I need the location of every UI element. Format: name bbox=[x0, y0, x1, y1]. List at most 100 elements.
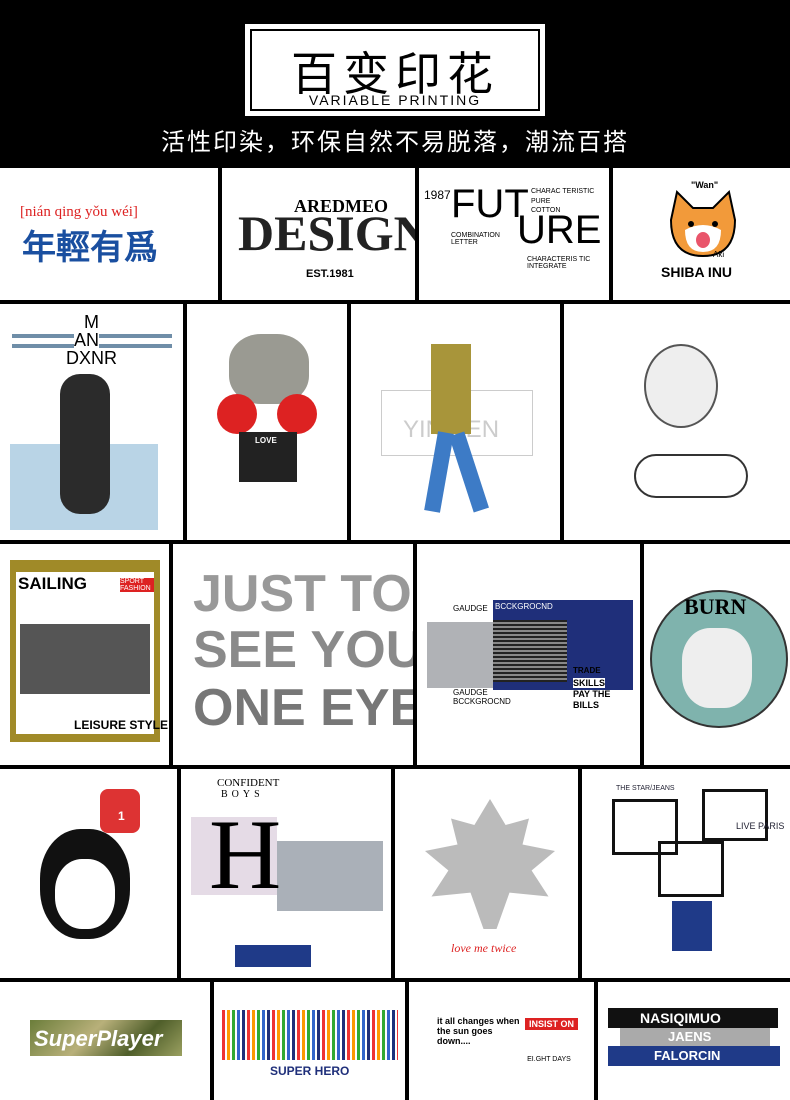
tile-text: love me twice bbox=[451, 941, 517, 955]
frame bbox=[702, 789, 768, 841]
tile-text: [nián qing yǒu wéi] bbox=[20, 204, 138, 220]
stripe bbox=[620, 1028, 770, 1046]
stripe bbox=[608, 1046, 780, 1066]
tile-text: SKILLS bbox=[573, 678, 606, 688]
tile: M AN DXNR bbox=[0, 304, 183, 540]
tile-text: CHARAC TERISTIC bbox=[531, 188, 595, 195]
tile-text: BCCKGROCND bbox=[495, 602, 553, 611]
tile-text: AREDMEO bbox=[294, 196, 388, 216]
tile-text: JAENS bbox=[668, 1029, 712, 1044]
tile: "Wan" Aki SHIBA INU bbox=[613, 168, 790, 300]
tile-text: BCCKGROCND bbox=[453, 697, 511, 706]
camo bbox=[30, 1020, 182, 1056]
frame bbox=[658, 841, 724, 897]
tile: 1987 FUT URE CHARAC TERISTIC PURE COTTON… bbox=[419, 168, 609, 300]
tiger bbox=[682, 628, 752, 708]
tile-text: H bbox=[209, 799, 282, 910]
tile-text: EI.GHT DAYS bbox=[527, 1056, 571, 1063]
tile-text: M bbox=[84, 312, 99, 332]
frame bbox=[612, 799, 678, 855]
tile: JUST TO SEE YOU ONE EYE bbox=[173, 544, 413, 765]
panda-belly bbox=[55, 859, 115, 929]
shiba-face bbox=[669, 190, 737, 258]
jacket bbox=[431, 344, 471, 434]
title: 百变印花 bbox=[291, 48, 499, 100]
tile-text: it all changes when the sun goes down...… bbox=[437, 1016, 520, 1046]
tile-text: BILLS bbox=[573, 700, 599, 710]
tile: BURN bbox=[644, 544, 790, 765]
tile-text: SPORT FASHION bbox=[120, 578, 154, 592]
tile-text: URE bbox=[517, 208, 602, 252]
tile: GAUDGE BCCKGROCND TRADE SKILLS PAY THE B… bbox=[417, 544, 640, 765]
tile-text: NASIQIMUO bbox=[640, 1010, 721, 1026]
tile-text: EST.1981 bbox=[306, 268, 354, 280]
barcode bbox=[222, 1010, 398, 1060]
tile-text: FUT bbox=[451, 182, 529, 226]
tile-text: DXNR bbox=[66, 348, 118, 368]
block bbox=[191, 817, 277, 895]
block bbox=[277, 841, 383, 911]
tile: THE STAR/JEANS LIVE PARIS bbox=[582, 769, 790, 978]
tile-text: Aki bbox=[713, 250, 725, 259]
tile-text: TRADE bbox=[573, 666, 601, 675]
tile-text: COTTON bbox=[531, 207, 561, 214]
tile-text: THE STAR/JEANS bbox=[616, 785, 675, 792]
foam-hand bbox=[100, 789, 140, 833]
tile-text: GAUDGE bbox=[453, 604, 488, 613]
tile-text: 年輕有爲 bbox=[22, 229, 158, 267]
tile: love me twice bbox=[395, 769, 578, 978]
tile: NASIQIMUO JAENS FALORCIN bbox=[598, 982, 790, 1100]
tile-text: FALORCIN bbox=[654, 1048, 721, 1063]
cloud bbox=[634, 454, 748, 498]
title-frame bbox=[250, 29, 540, 111]
title-box: 百变印花 VARIABLE PRINTING bbox=[245, 24, 545, 116]
tile-text: AN bbox=[74, 330, 100, 351]
tile-text: BURN bbox=[684, 594, 747, 619]
tagline: 活性印染，环保自然不易脱落，潮流百搭 bbox=[161, 129, 629, 156]
tile: SuperPlayer bbox=[0, 982, 210, 1100]
tile: SAILING SPORT FASHION LEISURE STYLE bbox=[0, 544, 169, 765]
tile-text: GAUDGE bbox=[453, 688, 488, 697]
subtitle: VARIABLE PRINTING bbox=[308, 92, 482, 108]
tile-text: SEE YOU bbox=[193, 621, 413, 679]
tile: YIN VEN bbox=[351, 304, 560, 540]
tile bbox=[564, 304, 790, 540]
tile-text: CONFIDENT bbox=[217, 777, 280, 789]
tile-text: JUST TO bbox=[193, 565, 412, 623]
tile: AREDMEO DESIGN EST.1981 bbox=[222, 168, 415, 300]
tile-text: PAY THE bbox=[573, 689, 611, 699]
tile: CONFIDENT BOYS H bbox=[181, 769, 391, 978]
tile-text: CHARACTERIS TIC INTEGRATE bbox=[527, 256, 591, 270]
tile-text: SHIBA INU bbox=[661, 264, 733, 280]
frame bbox=[672, 901, 712, 951]
ship bbox=[20, 624, 150, 694]
tile-text: LIVE PARIS bbox=[736, 821, 785, 831]
tile: SUPER HERO bbox=[214, 982, 405, 1100]
stripe bbox=[608, 1008, 778, 1028]
figure bbox=[60, 374, 110, 514]
texture bbox=[493, 620, 567, 682]
tile-text: 1987 bbox=[424, 188, 451, 202]
shorts bbox=[239, 432, 297, 482]
tile: LOVE bbox=[187, 304, 347, 540]
block bbox=[235, 945, 311, 967]
tile-text: INSIST ON bbox=[525, 1018, 579, 1030]
tile-text: LOVE bbox=[255, 436, 277, 445]
glove bbox=[217, 394, 257, 434]
tile-text: BOYS bbox=[221, 789, 264, 800]
tile-text: COMBINATION LETTER bbox=[451, 232, 500, 246]
tile-text: LEISURE STYLE bbox=[74, 718, 169, 732]
tile: 1 bbox=[0, 769, 177, 978]
tile-text: SUPER HERO bbox=[270, 1064, 350, 1078]
cat-head bbox=[229, 334, 309, 404]
tile: [nián qing yǒu wéi] 年輕有爲 bbox=[0, 168, 218, 300]
tile-text: "Wan" bbox=[691, 180, 719, 190]
leaf bbox=[425, 799, 555, 929]
tile-text: 1 bbox=[118, 809, 125, 823]
tile-text: SAILING bbox=[18, 574, 87, 593]
glove bbox=[277, 394, 317, 434]
tile: it all changes when the sun goes down...… bbox=[409, 982, 594, 1100]
tile-text: SuperPlayer bbox=[34, 1026, 163, 1051]
tile-text: DESIGN bbox=[238, 205, 415, 261]
